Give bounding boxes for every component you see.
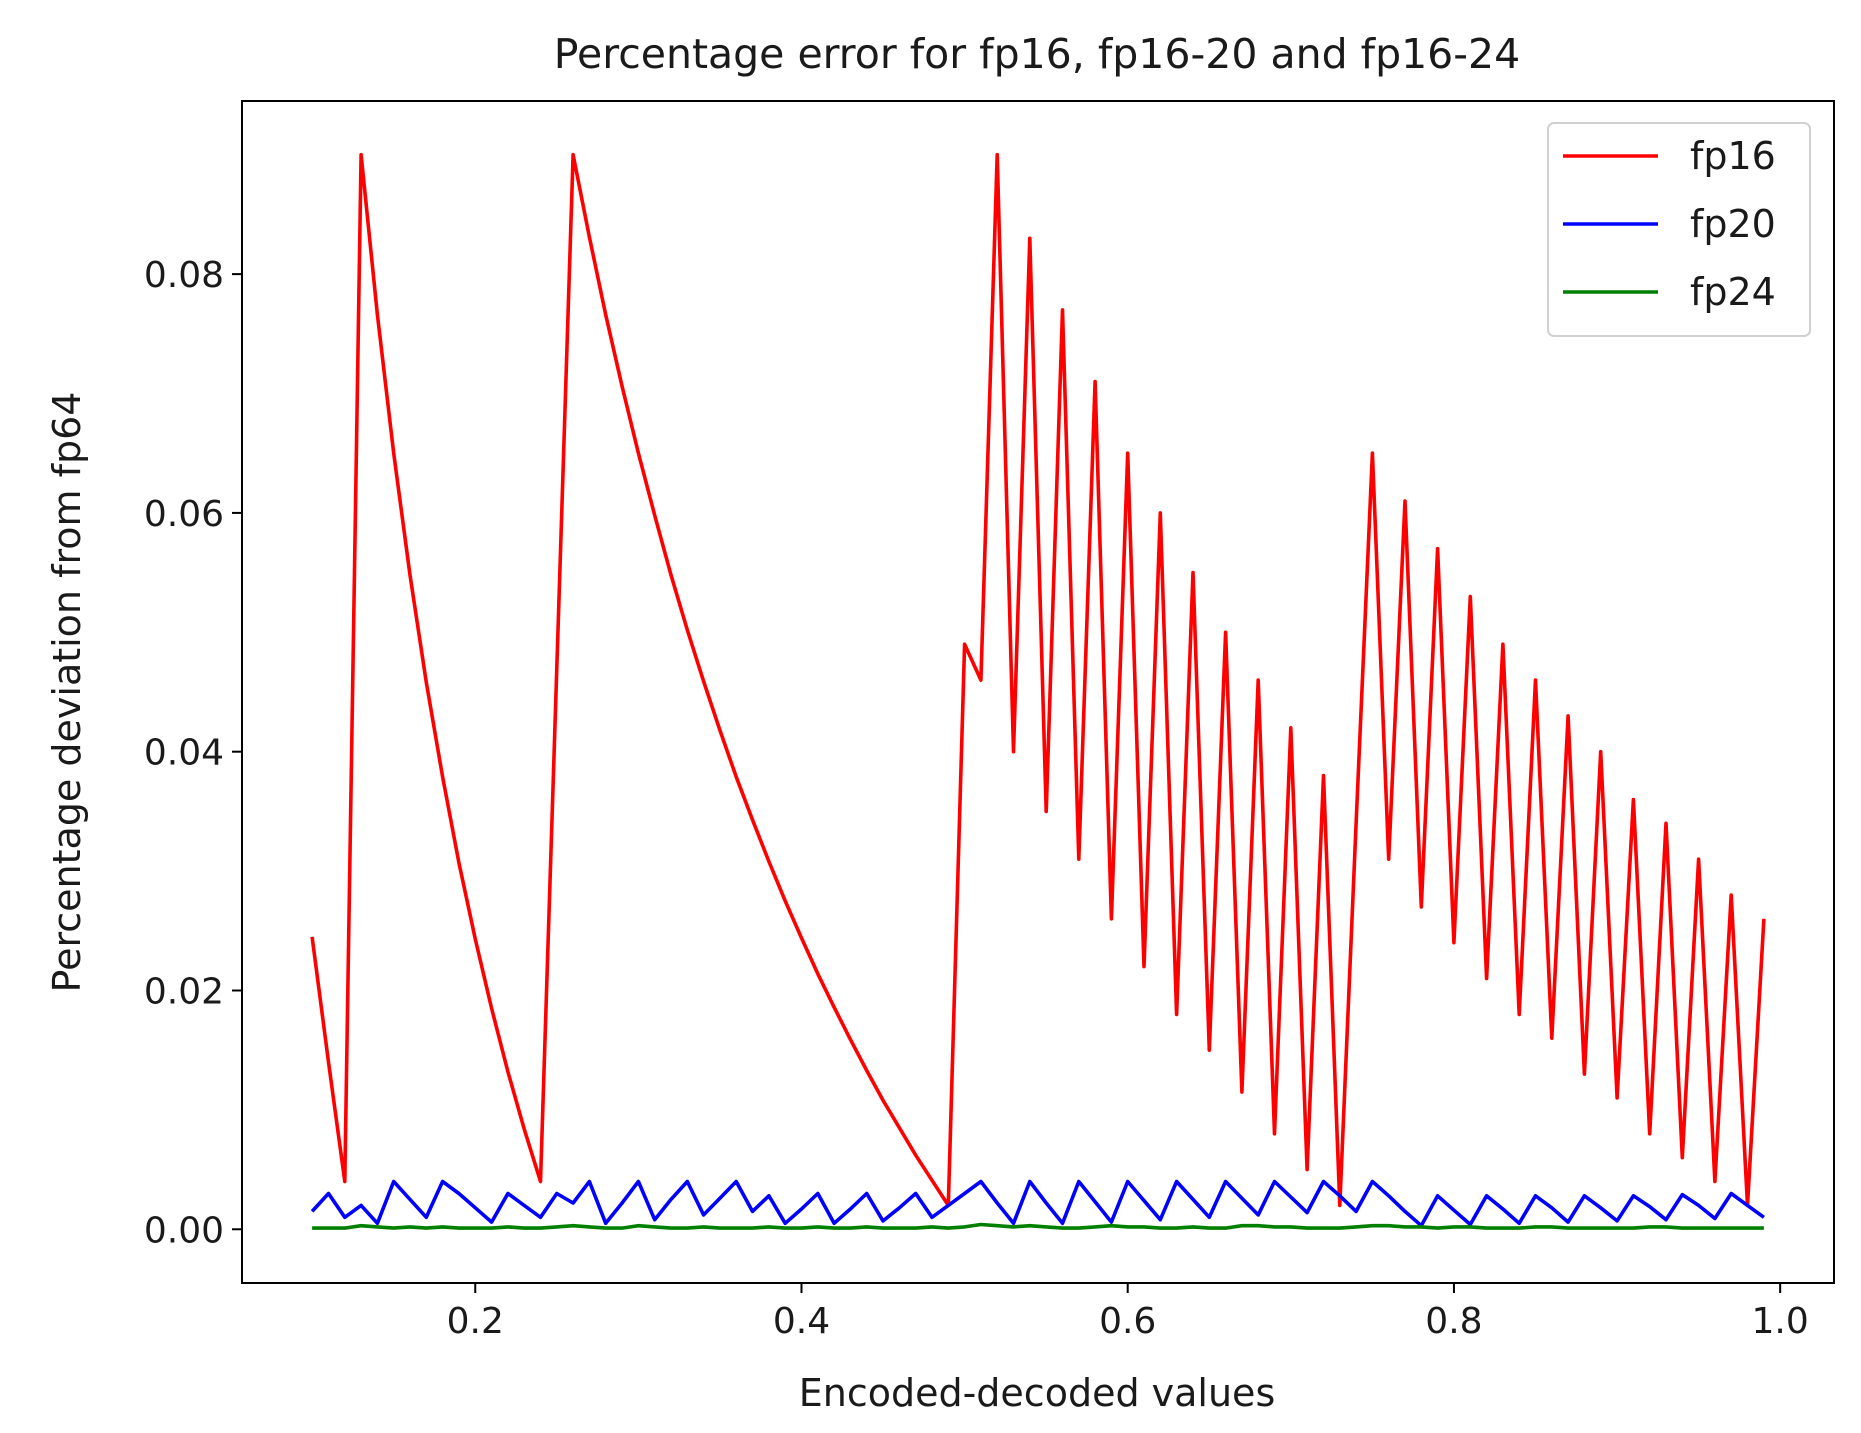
legend-label-fp16: fp16 bbox=[1690, 134, 1776, 178]
y-tick-label: 0.00 bbox=[144, 1210, 224, 1251]
y-tick-label: 0.08 bbox=[144, 255, 224, 296]
legend-label-fp20: fp20 bbox=[1690, 202, 1776, 246]
x-tick-label: 0.6 bbox=[1099, 1301, 1156, 1342]
legend: fp16 fp20 fp24 bbox=[1547, 122, 1811, 337]
y-axis-label: Percentage deviation from fp64 bbox=[45, 392, 89, 993]
axes-frame bbox=[241, 100, 1835, 1284]
legend-label-fp24: fp24 bbox=[1690, 270, 1776, 314]
ticks-layer: 0.2 0.4 0.6 0.8 1.0 0.00 0.02 0.04 0.06 0.08 bbox=[144, 255, 1809, 1342]
x-tick-label: 1.0 bbox=[1752, 1301, 1809, 1342]
x-axis-label: Encoded-decoded values bbox=[799, 1371, 1276, 1415]
chart-title: Percentage error for fp16, fp16-20 and f… bbox=[554, 30, 1520, 78]
x-tick-label: 0.2 bbox=[447, 1301, 504, 1342]
y-tick-label: 0.02 bbox=[144, 971, 224, 1012]
series-layer bbox=[310, 152, 1766, 1230]
y-tick-label: 0.04 bbox=[144, 733, 224, 774]
x-tick-label: 0.8 bbox=[1425, 1301, 1482, 1342]
series-line-fp24 bbox=[312, 1222, 1764, 1230]
series-line-fp20 bbox=[310, 1179, 1765, 1228]
y-tick-label: 0.06 bbox=[144, 494, 224, 535]
series-line-fp16 bbox=[310, 152, 1766, 1208]
x-tick-label: 0.4 bbox=[773, 1301, 830, 1342]
legend-box bbox=[1547, 122, 1811, 337]
